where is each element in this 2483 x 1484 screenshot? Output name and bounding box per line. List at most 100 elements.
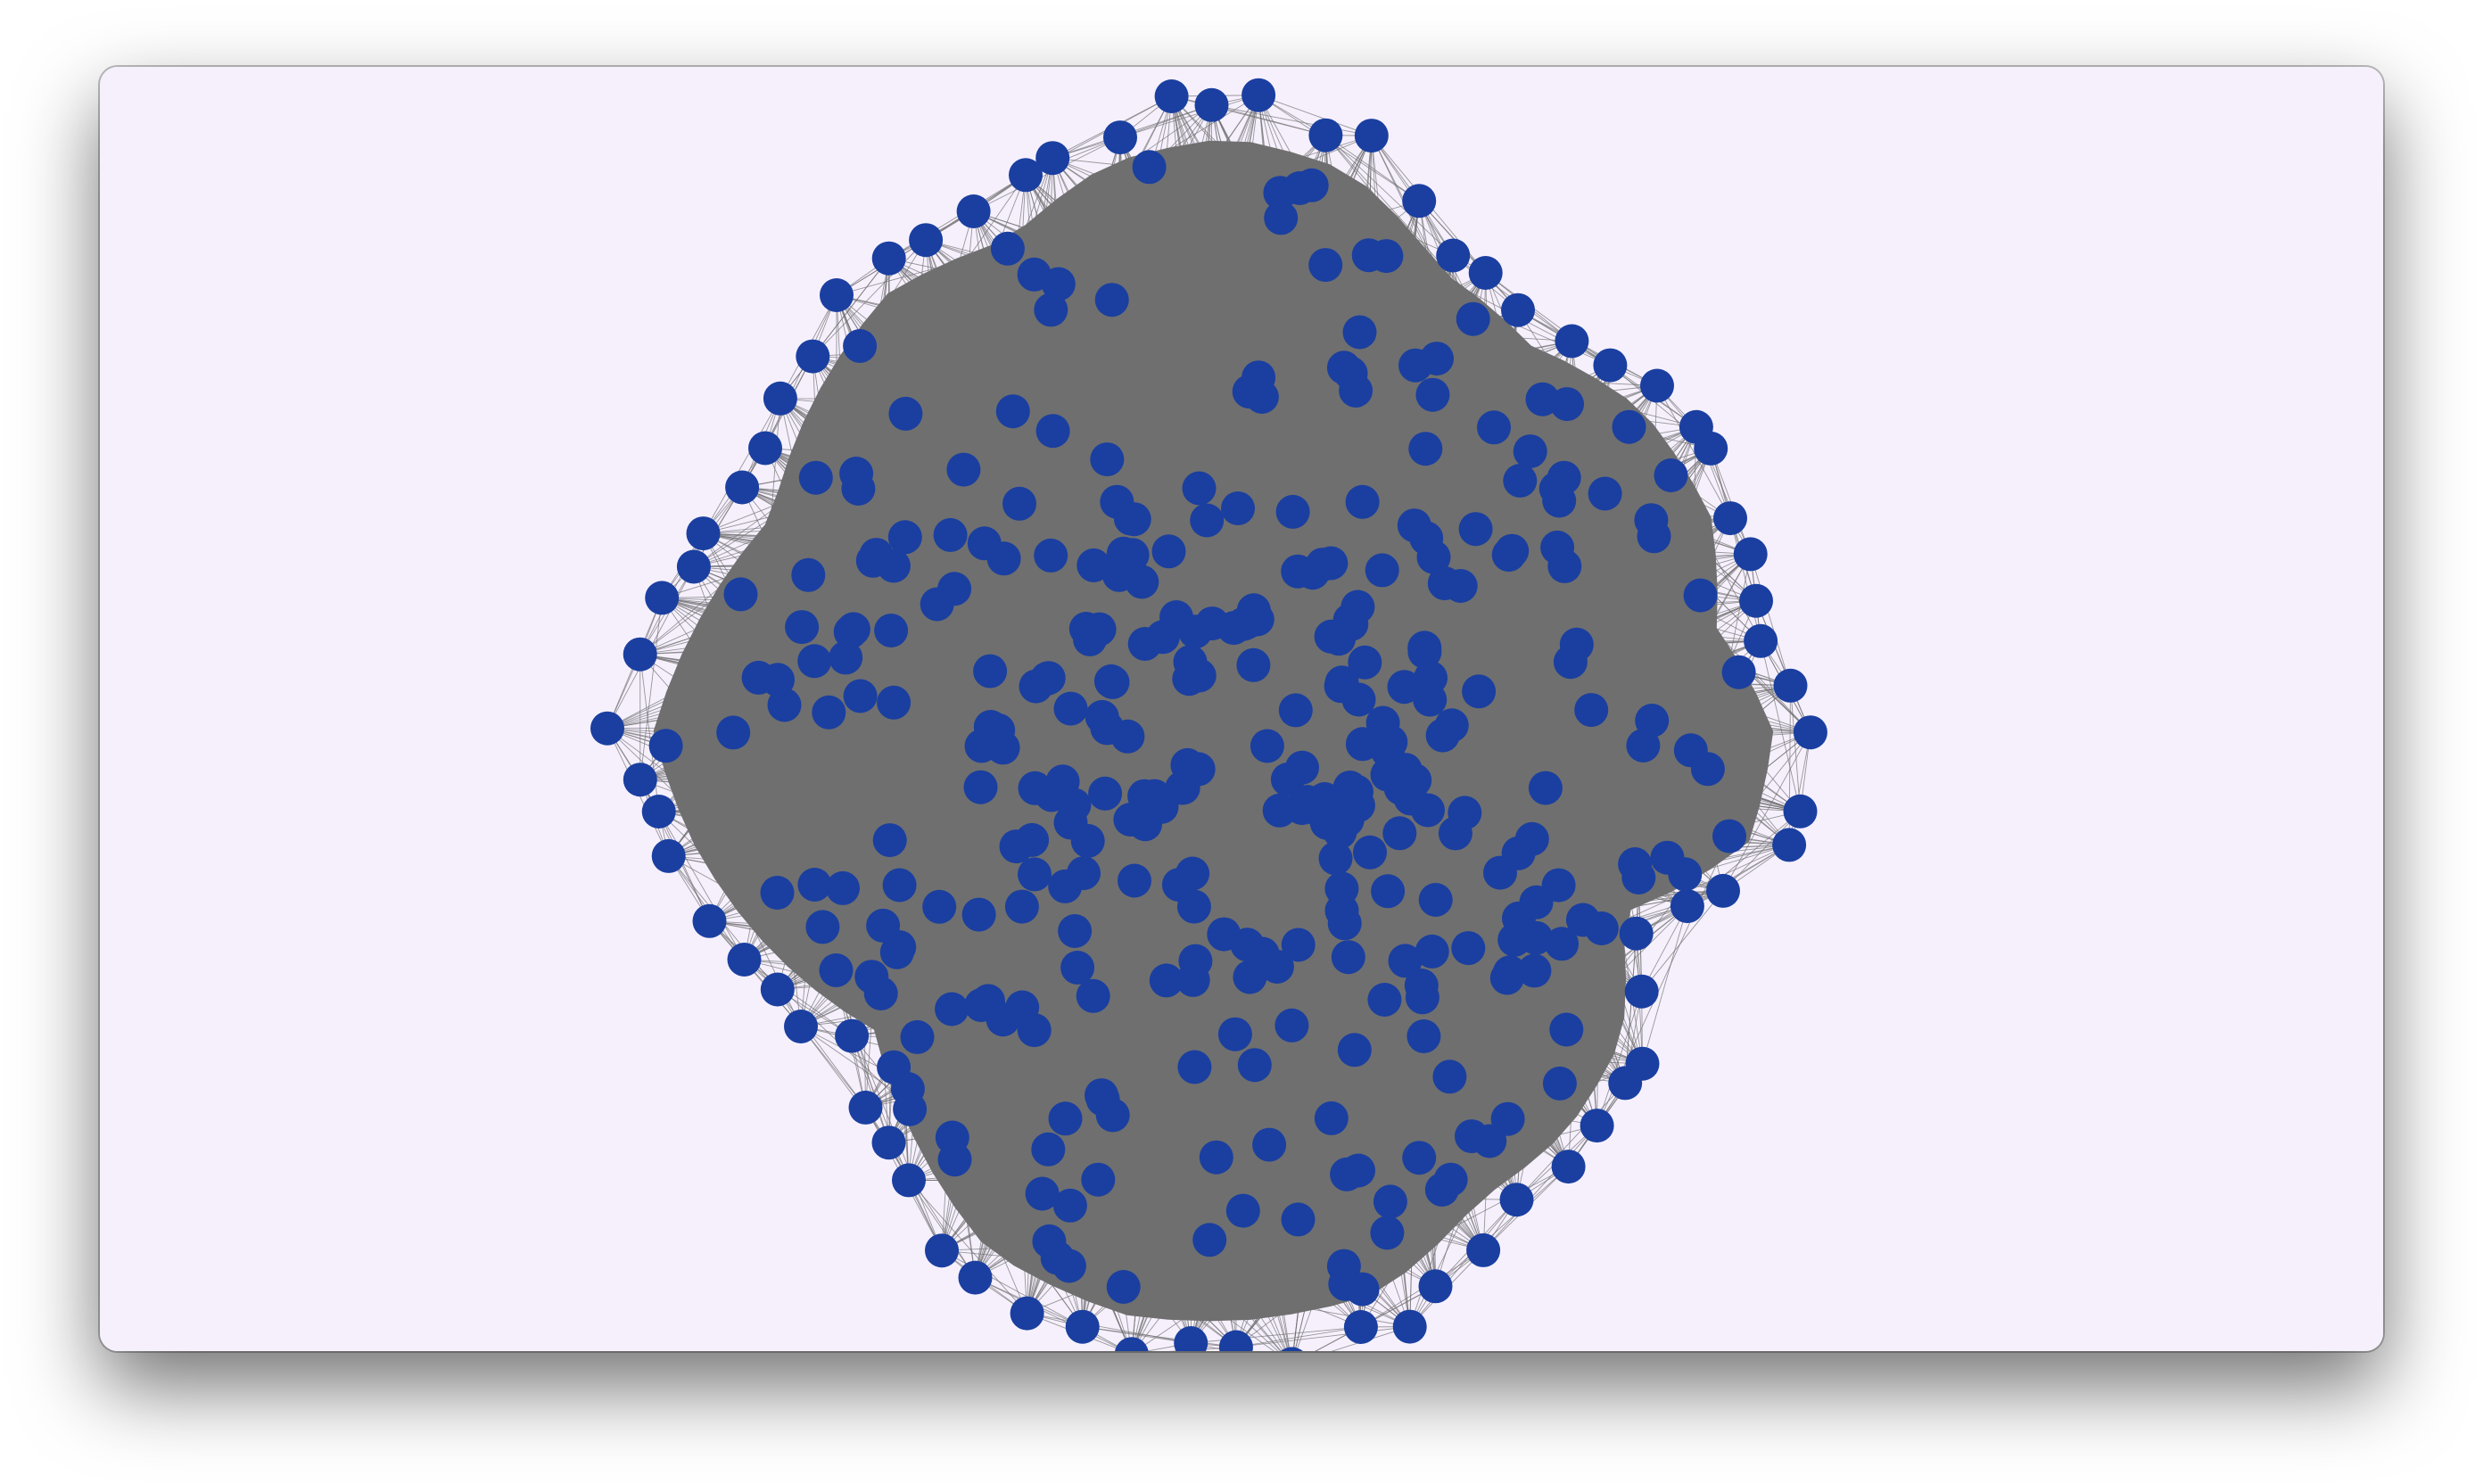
graph-node[interactable] xyxy=(623,637,657,672)
graph-node[interactable] xyxy=(877,685,912,720)
nodes-layer[interactable] xyxy=(590,78,1827,1351)
graph-node[interactable] xyxy=(1455,1119,1489,1154)
graph-node[interactable] xyxy=(1545,927,1580,961)
graph-node[interactable] xyxy=(1040,1241,1075,1275)
graph-node[interactable] xyxy=(797,868,832,902)
graph-node[interactable] xyxy=(1060,951,1095,985)
graph-node[interactable] xyxy=(797,644,832,679)
graph-node[interactable] xyxy=(760,972,795,1007)
graph-node[interactable] xyxy=(1341,1153,1375,1188)
graph-node[interactable] xyxy=(893,1092,928,1126)
graph-node[interactable] xyxy=(1034,293,1068,327)
graph-node[interactable] xyxy=(1237,1048,1272,1083)
graph-node[interactable] xyxy=(1451,931,1486,966)
graph-node[interactable] xyxy=(1397,508,1431,543)
graph-node[interactable] xyxy=(1106,1270,1141,1304)
graph-node[interactable] xyxy=(1154,79,1189,113)
graph-node[interactable] xyxy=(1608,1066,1643,1101)
graph-node[interactable] xyxy=(879,935,914,969)
graph-node[interactable] xyxy=(1513,434,1547,469)
graph-node[interactable] xyxy=(1149,963,1184,998)
graph-node[interactable] xyxy=(1640,368,1674,403)
graph-node[interactable] xyxy=(963,770,998,804)
graph-node[interactable] xyxy=(1132,150,1167,185)
graph-node[interactable] xyxy=(1095,1098,1130,1133)
graph-node[interactable] xyxy=(1095,664,1130,699)
graph-node[interactable] xyxy=(1052,1188,1087,1223)
graph-node[interactable] xyxy=(1588,476,1622,511)
graph-node[interactable] xyxy=(1118,863,1151,898)
graph-node[interactable] xyxy=(1654,458,1688,492)
graph-node[interactable] xyxy=(964,729,999,763)
graph-node[interactable] xyxy=(1314,1101,1349,1135)
graph-node[interactable] xyxy=(843,679,878,713)
graph-node[interactable] xyxy=(1199,1140,1233,1175)
graph-node[interactable] xyxy=(812,695,846,730)
graph-node[interactable] xyxy=(1151,534,1186,569)
graph-node[interactable] xyxy=(1048,1101,1083,1136)
graph-node[interactable] xyxy=(1549,1012,1584,1047)
graph-node[interactable] xyxy=(716,715,751,750)
graph-node[interactable] xyxy=(1407,635,1442,669)
graph-node[interactable] xyxy=(1301,793,1335,827)
network-graph[interactable] xyxy=(100,67,2383,1351)
graph-node[interactable] xyxy=(841,472,876,506)
graph-node[interactable] xyxy=(874,614,909,647)
graph-node[interactable] xyxy=(1619,916,1654,951)
graph-node[interactable] xyxy=(829,640,863,675)
graph-node[interactable] xyxy=(1077,548,1111,582)
graph-node[interactable] xyxy=(1555,324,1589,359)
graph-node[interactable] xyxy=(946,452,981,487)
graph-node[interactable] xyxy=(1281,1202,1316,1237)
graph-node[interactable] xyxy=(1408,432,1443,466)
graph-node[interactable] xyxy=(692,903,727,938)
graph-node[interactable] xyxy=(763,381,797,416)
graph-node[interactable] xyxy=(1365,553,1399,588)
graph-node[interactable] xyxy=(641,795,676,829)
graph-node[interactable] xyxy=(1388,944,1423,978)
graph-node[interactable] xyxy=(1073,622,1107,656)
graph-node[interactable] xyxy=(1242,360,1276,395)
graph-node[interactable] xyxy=(1542,1066,1577,1101)
graph-node[interactable] xyxy=(1370,1216,1405,1250)
graph-node[interactable] xyxy=(1308,248,1343,283)
graph-node[interactable] xyxy=(1263,176,1298,210)
graph-node[interactable] xyxy=(1382,816,1417,851)
graph-node[interactable] xyxy=(723,577,758,612)
graph-node[interactable] xyxy=(922,889,957,924)
graph-node[interactable] xyxy=(1418,883,1453,917)
graph-node[interactable] xyxy=(1342,315,1377,350)
graph-node[interactable] xyxy=(1477,410,1511,445)
graph-node[interactable] xyxy=(1772,828,1807,862)
graph-node[interactable] xyxy=(1670,889,1704,924)
graph-node[interactable] xyxy=(727,943,762,977)
graph-node[interactable] xyxy=(1127,627,1162,661)
graph-node[interactable] xyxy=(1009,158,1043,193)
graph-node[interactable] xyxy=(1017,257,1052,292)
graph-node[interactable] xyxy=(1348,645,1382,680)
graph-node[interactable] xyxy=(1495,533,1530,568)
graph-node[interactable] xyxy=(1739,583,1773,618)
graph-node[interactable] xyxy=(1094,283,1129,317)
graph-node[interactable] xyxy=(590,711,624,746)
graph-node[interactable] xyxy=(1402,1141,1437,1175)
graph-node[interactable] xyxy=(887,520,922,555)
graph-node[interactable] xyxy=(1690,752,1725,787)
graph-node[interactable] xyxy=(848,1090,883,1125)
graph-node[interactable] xyxy=(676,549,711,584)
graph-node[interactable] xyxy=(1436,238,1471,273)
graph-node[interactable] xyxy=(1540,530,1575,565)
graph-node[interactable] xyxy=(1456,301,1490,336)
graph-node[interactable] xyxy=(1525,382,1560,416)
graph-node[interactable] xyxy=(1221,491,1255,525)
graph-node[interactable] xyxy=(1308,118,1343,153)
graph-node[interactable] xyxy=(1559,627,1594,662)
graph-node[interactable] xyxy=(1236,647,1271,682)
graph-node[interactable] xyxy=(935,1120,969,1155)
graph-node[interactable] xyxy=(1721,655,1756,689)
graph-node[interactable] xyxy=(1174,1326,1209,1351)
graph-node[interactable] xyxy=(1182,471,1217,506)
graph-node[interactable] xyxy=(785,610,820,645)
graph-node[interactable] xyxy=(1404,969,1439,1002)
graph-node[interactable] xyxy=(1634,503,1669,538)
